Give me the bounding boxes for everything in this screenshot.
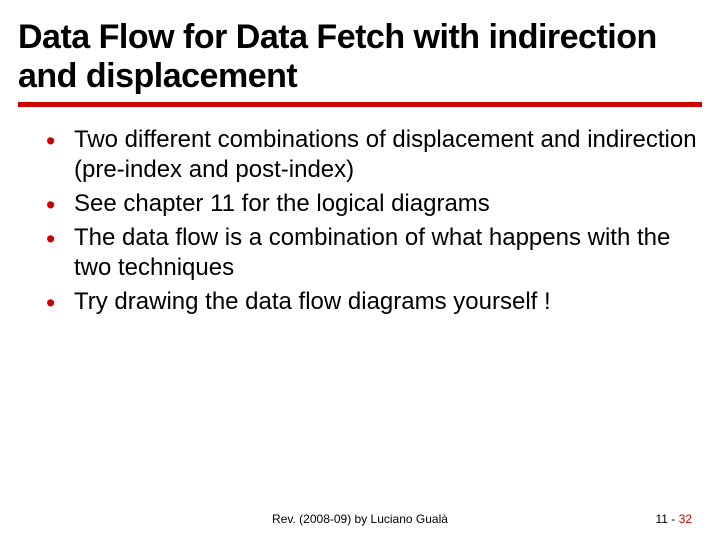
slide-title: Data Flow for Data Fetch with indirectio… <box>18 18 702 96</box>
bullet-list: Two different combinations of displaceme… <box>18 125 702 317</box>
footer-revision: Rev. (2008-09) by Luciano Gualà <box>272 512 448 526</box>
list-item: Two different combinations of displaceme… <box>46 125 702 185</box>
title-underline <box>18 102 702 107</box>
footer-chapter: 11 - <box>656 512 679 526</box>
footer-page: 11 - 32 <box>656 512 692 526</box>
slide-footer: . Rev. (2008-09) by Luciano Gualà 11 - 3… <box>0 512 720 526</box>
list-item: The data flow is a combination of what h… <box>46 223 702 283</box>
slide-container: Data Flow for Data Fetch with indirectio… <box>0 0 720 540</box>
list-item: See chapter 11 for the logical diagrams <box>46 189 702 219</box>
list-item: Try drawing the data flow diagrams yours… <box>46 287 702 317</box>
footer-page-number: 32 <box>679 512 692 526</box>
